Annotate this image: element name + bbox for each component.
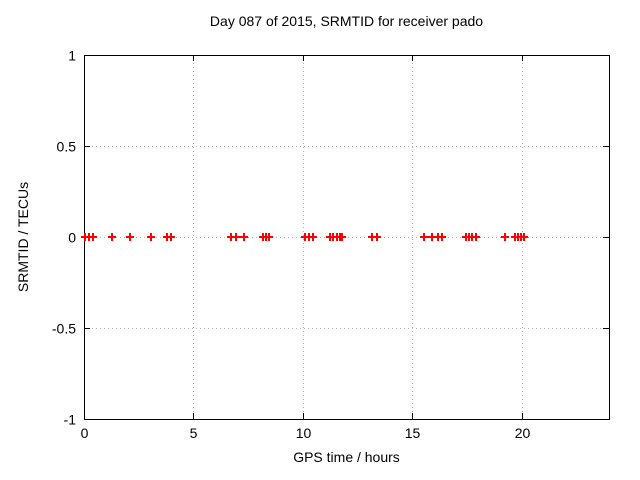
svg-text:20: 20 (515, 425, 531, 441)
svg-text:-0.5: -0.5 (52, 321, 76, 337)
svg-text:-1: -1 (64, 412, 77, 428)
svg-text:0.5: 0.5 (57, 139, 77, 155)
svg-text:0: 0 (81, 425, 89, 441)
svg-text:5: 5 (190, 425, 198, 441)
chart-title: Day 087 of 2015, SRMTID for receiver pad… (209, 13, 484, 29)
x-axis-label: GPS time / hours (293, 449, 400, 465)
svg-text:15: 15 (405, 425, 421, 441)
svg-text:1: 1 (68, 48, 76, 64)
svg-text:0: 0 (68, 230, 76, 246)
svg-text:10: 10 (296, 425, 312, 441)
